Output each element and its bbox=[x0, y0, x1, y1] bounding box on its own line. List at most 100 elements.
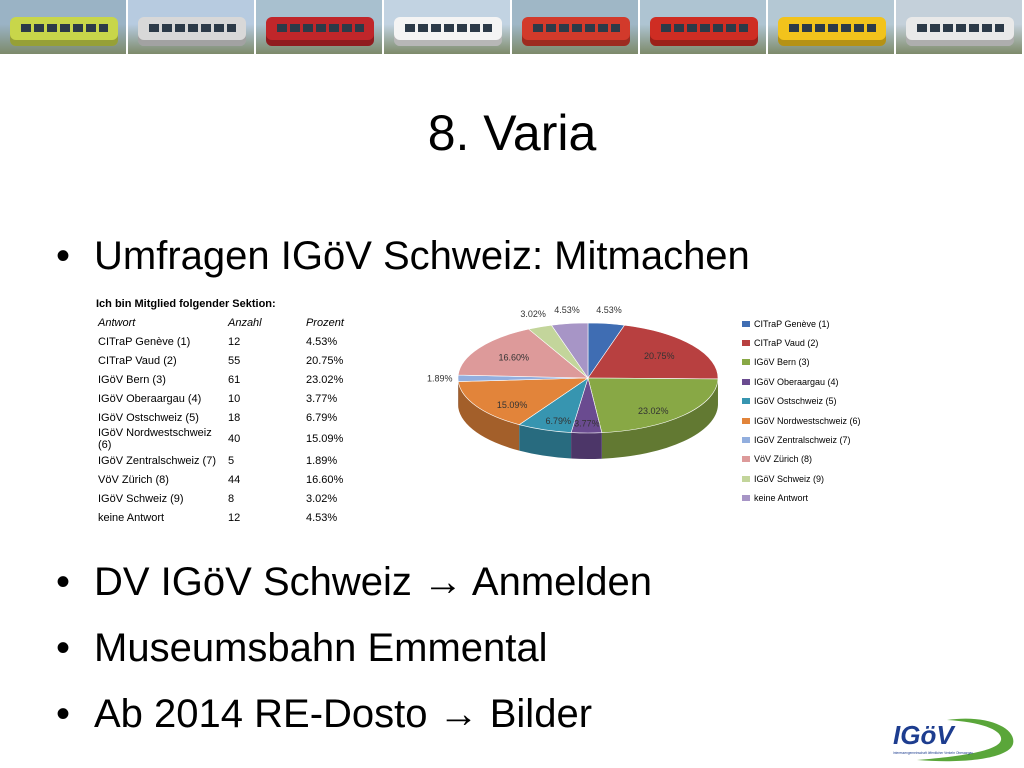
pie-slice-side bbox=[601, 378, 718, 459]
legend-swatch bbox=[742, 456, 750, 463]
legend-label: IGöV Bern (3) bbox=[754, 357, 810, 368]
table-row: IGöV Bern (3) 61 23.02% bbox=[96, 370, 366, 389]
photo-banner bbox=[0, 0, 1024, 54]
answer-cell: IGöV Zentralschweiz (7) bbox=[98, 454, 216, 467]
percent-cell: 4.53% bbox=[305, 335, 338, 348]
photo-train-white bbox=[896, 0, 1024, 54]
bullet-survey: • Umfragen IGöV Schweiz: Mitmachen bbox=[56, 234, 750, 279]
vehicle-shape bbox=[394, 17, 503, 47]
table-row: IGöV Schweiz (9) 8 3.02% bbox=[96, 489, 366, 508]
vehicle-shape bbox=[10, 17, 119, 47]
pie-chart: 4.53% 20.75% 23.02% 3.77%6.79% 15.09% 1.89% 16… bbox=[427, 305, 719, 459]
legend-item: IGöV Schweiz (9) bbox=[742, 469, 861, 488]
vehicle-shape bbox=[522, 17, 631, 47]
legend-item: IGöV Oberaargau (4) bbox=[742, 372, 861, 391]
pie-slice bbox=[587, 324, 719, 380]
legend-label: VöV Zürich (8) bbox=[754, 454, 813, 465]
legend-swatch bbox=[742, 417, 750, 424]
legend-item: keine Antwort bbox=[742, 489, 861, 508]
bullet-marker: • bbox=[56, 234, 71, 278]
answer-cell: keine Antwort bbox=[98, 511, 165, 524]
count-cell: 61 bbox=[227, 373, 241, 386]
percent-cell: 3.77% bbox=[305, 392, 338, 405]
legend-swatch bbox=[742, 378, 750, 385]
logo-text: IGöV bbox=[893, 720, 956, 750]
vehicle-windows bbox=[916, 23, 1004, 32]
pie-data-label: 23.02% bbox=[638, 406, 669, 416]
percent-cell: 23.02% bbox=[305, 373, 344, 386]
legend-swatch bbox=[742, 320, 750, 327]
percent-cell: 16.60% bbox=[305, 473, 344, 486]
legend-item: CITraP Vaud (2) bbox=[742, 333, 861, 352]
igoev-logo: IGöV Interessengemeinschaft öffentlicher… bbox=[887, 710, 1019, 766]
count-cell: 10 bbox=[227, 392, 241, 405]
legend-label: IGöV Ostschweiz (5) bbox=[754, 396, 837, 407]
vehicle-shape bbox=[138, 17, 247, 47]
pie-data-label: 4.53% bbox=[596, 305, 622, 315]
legend-item: IGöV Nordwestschweiz (6) bbox=[742, 411, 861, 430]
pie-data-label: 4.53% bbox=[554, 305, 580, 315]
answer-cell: IGöV Oberaargau (4) bbox=[98, 392, 202, 405]
column-header: Antwort bbox=[98, 317, 136, 329]
bullet-text: Ab 2014 RE-Dosto → Bilder bbox=[94, 692, 593, 736]
photo-bus-red bbox=[640, 0, 768, 54]
vehicle-windows bbox=[276, 23, 364, 32]
column-header: Anzahl bbox=[227, 317, 262, 329]
legend-label: keine Antwort bbox=[754, 493, 809, 504]
count-cell: 44 bbox=[227, 473, 241, 486]
survey-heading: Ich bin Mitglied folgender Sektion: bbox=[96, 298, 276, 310]
vehicle-windows bbox=[404, 23, 492, 32]
pie-data-label: 3.02% bbox=[520, 309, 546, 319]
bullet-museumsbahn: • Museumsbahn Emmental bbox=[56, 626, 548, 671]
legend-item: IGöV Zentralschweiz (7) bbox=[742, 430, 861, 449]
pie-slice bbox=[457, 328, 589, 379]
answer-cell: IGöV Ostschweiz (5) bbox=[98, 411, 199, 424]
legend-swatch bbox=[742, 340, 750, 347]
pie-slice-side bbox=[519, 424, 572, 459]
pie-data-label: 15.09% bbox=[497, 400, 528, 410]
legend-swatch bbox=[742, 437, 750, 444]
chart-legend: CITraP Genève (1) CITraP Vaud (2) IGöV Ber… bbox=[742, 314, 861, 508]
legend-swatch bbox=[742, 495, 750, 502]
logo-swoosh bbox=[917, 718, 1014, 762]
bullet-text: Umfragen IGöV Schweiz: Mitmachen bbox=[94, 234, 750, 278]
bullet-text: DV IGöV Schweiz → Anmelden bbox=[94, 560, 653, 604]
bullet-re-dosto: • Ab 2014 RE-Dosto → Bilder bbox=[56, 692, 592, 737]
logo-subtitle: Interessengemeinschaft öffentlicher Verk… bbox=[893, 751, 973, 755]
pie-slice bbox=[550, 322, 589, 379]
table-row: IGöV Zentralschweiz (7) 5 1.89% bbox=[96, 451, 366, 470]
answer-cell: IGöV Schweiz (9) bbox=[98, 492, 184, 505]
table-row: IGöV Ostschweiz (5) 18 6.79% bbox=[96, 408, 366, 427]
count-cell: 55 bbox=[227, 354, 241, 367]
vehicle-windows bbox=[148, 23, 236, 32]
pie-data-label: 6.79% bbox=[545, 416, 571, 426]
bullet-marker: • bbox=[56, 560, 71, 604]
pie-data-label: 1.89% bbox=[427, 373, 453, 383]
table-row: IGöV Oberaargau (4) 10 3.77% bbox=[96, 389, 366, 408]
legend-item: IGöV Bern (3) bbox=[742, 353, 861, 372]
photo-tram bbox=[512, 0, 640, 54]
pie-slice-side bbox=[458, 381, 520, 451]
vehicle-windows bbox=[532, 23, 620, 32]
legend-label: CITraP Vaud (2) bbox=[754, 338, 819, 349]
legend-swatch bbox=[742, 359, 750, 366]
table-row: CITraP Vaud (2) 55 20.75% bbox=[96, 351, 366, 370]
pie-data-label: 16.60% bbox=[499, 353, 530, 363]
photo-cable-car bbox=[128, 0, 256, 54]
photo-boat bbox=[384, 0, 512, 54]
legend-item: IGöV Ostschweiz (5) bbox=[742, 392, 861, 411]
vehicle-windows bbox=[660, 23, 748, 32]
answer-cell: VöV Zürich (8) bbox=[98, 473, 169, 486]
legend-label: IGöV Schweiz (9) bbox=[754, 473, 825, 484]
vehicle-shape bbox=[906, 17, 1015, 47]
legend-label: IGöV Oberaargau (4) bbox=[754, 376, 839, 387]
pie-slice-side bbox=[571, 432, 602, 459]
photo-train-green bbox=[0, 0, 128, 54]
bullet-marker: • bbox=[56, 626, 71, 670]
count-cell: 12 bbox=[227, 511, 241, 524]
count-cell: 5 bbox=[227, 454, 235, 467]
pie-slice bbox=[587, 377, 719, 433]
legend-label: CITraP Genève (1) bbox=[754, 318, 830, 329]
percent-cell: 15.09% bbox=[305, 433, 344, 445]
slide-title: 8. Varia bbox=[427, 105, 597, 161]
